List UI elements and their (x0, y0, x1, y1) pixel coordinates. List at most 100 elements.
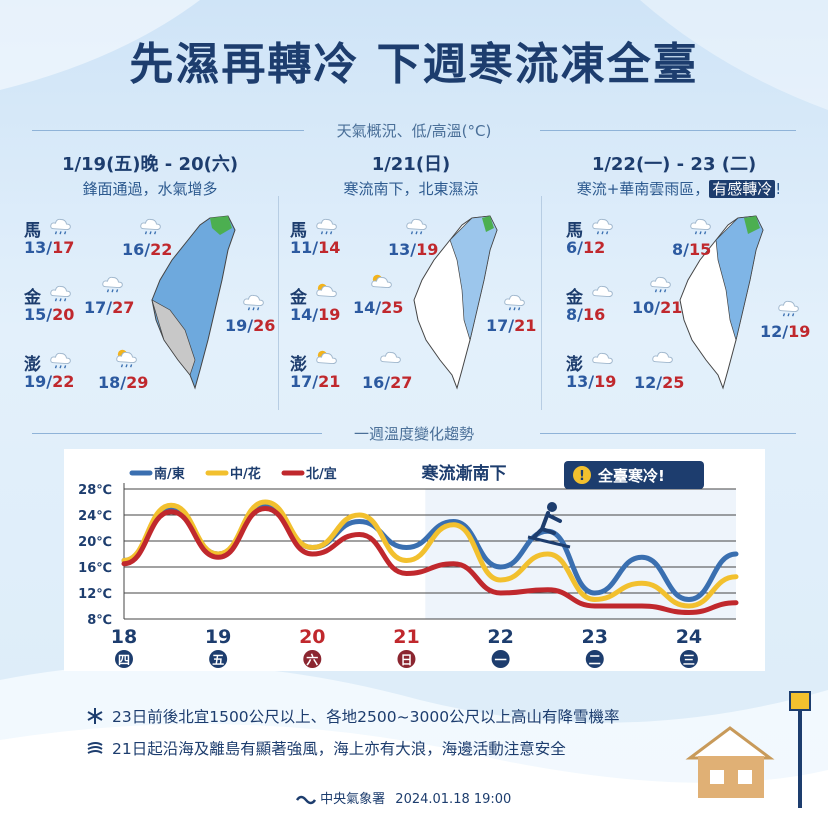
agency-name: 中央氣象署 (320, 792, 386, 807)
rain-icon (406, 218, 427, 235)
house-illustration (680, 691, 811, 808)
section-label-overview: 天氣概況、低/高溫(°C) (336, 122, 492, 140)
low-temp: 6 (566, 238, 578, 257)
island-temp: 澎 13/19 (566, 350, 616, 391)
temperature-range: 17/21 (290, 372, 340, 391)
slash: / (120, 373, 127, 392)
rain-icon (243, 294, 264, 311)
x-tick-label: 21 (393, 626, 419, 648)
rain-icon (650, 276, 671, 293)
cloud-icon (652, 351, 673, 364)
section-divider (32, 433, 322, 434)
island-temp: 馬 6/12 (566, 216, 613, 257)
slash: / (375, 298, 382, 317)
cloud-icon (380, 351, 401, 364)
slash: / (312, 305, 319, 324)
y-tick-label: 16℃ (78, 561, 112, 576)
island-temp: 馬 13/17 (24, 216, 74, 257)
slash: / (46, 238, 53, 257)
slash: / (384, 373, 391, 392)
y-tick-label: 12℃ (78, 587, 112, 602)
note-item: 23日前後北宜1500公尺以上、各地2500~3000公尺以上高山有降雪機率 (86, 705, 786, 733)
temperature-range: 13/17 (24, 238, 74, 257)
alert-badge (564, 461, 704, 489)
x-tick-label: 18 (111, 626, 137, 648)
snowflake-icon (87, 708, 103, 724)
slash: / (106, 298, 113, 317)
high-temp: 27 (112, 298, 135, 317)
low-temp: 17 (486, 316, 509, 335)
x-tick-label: 23 (582, 626, 608, 648)
section-label-trend: 一週溫度變化趨勢 (353, 425, 474, 443)
panel-subtitle: 寒流南下，北東濕涼 (343, 180, 479, 198)
cloud-icon (592, 352, 613, 365)
high-temp: 19 (788, 322, 811, 341)
low-temp: 15 (24, 305, 47, 324)
island-temp: 金 14/19 (290, 283, 340, 324)
footer-datetime: 2024.01.18 19:00 (395, 792, 512, 807)
panel-divider (541, 196, 542, 410)
rain-icon (50, 285, 71, 302)
island-temp: 馬 11/14 (290, 216, 340, 257)
subtitle-exclaim: ! (775, 180, 782, 198)
low-temp: 13 (388, 240, 411, 259)
high-temp: 25 (662, 373, 685, 392)
weekday-label: 二 (589, 653, 601, 667)
wind-icon (87, 742, 103, 754)
high-temp: 17 (52, 238, 75, 257)
x-tick-label: 24 (676, 626, 702, 648)
weekday-label: 五 (212, 653, 224, 667)
slash: / (654, 298, 661, 317)
temperature-range: 12/19 (760, 322, 810, 341)
taiwan-map (413, 215, 498, 390)
taiwan-map (151, 215, 236, 390)
sun-cloud-icon (316, 283, 337, 298)
trend-chart: 28℃ 24℃ 20℃ 16℃ 12℃ 8℃ 18 四 19 五 20 六 21 日 22 一 23 二 24 三 南/… (64, 449, 765, 671)
weekday-badge (585, 650, 604, 668)
slash: / (683, 240, 689, 259)
low-temp: 8 (672, 240, 684, 259)
panel-title: 1/21(日) (371, 154, 451, 175)
panel-title: 1/19(五)晚 - 20(六) (61, 154, 239, 175)
weekday-label: 六 (306, 652, 318, 667)
section-divider (32, 130, 304, 131)
low-temp: 13 (566, 372, 589, 391)
high-temp: 22 (150, 240, 173, 259)
island-name: 澎 (24, 355, 41, 375)
high-temp: 26 (253, 316, 276, 335)
chart-title: 寒流漸南下 (422, 463, 507, 484)
high-temp: 29 (126, 373, 149, 392)
slash: / (577, 305, 583, 324)
high-temp: 21 (514, 316, 537, 335)
footer: 中央氣象署 2024.01.18 19:00 (295, 788, 556, 807)
y-tick-label: 20℃ (78, 535, 112, 550)
temperature-range: 14/25 (353, 298, 403, 317)
temperature-range: 6/12 (566, 238, 605, 257)
low-temp: 16 (122, 240, 145, 259)
slash: / (782, 322, 789, 341)
high-temp: 19 (318, 305, 341, 324)
rain-icon (778, 300, 799, 317)
temperature-range: 8/15 (672, 240, 711, 259)
weekday-badge (115, 650, 133, 668)
low-temp: 17 (290, 372, 313, 391)
temperature-range: 8/16 (566, 305, 605, 324)
rain-icon (690, 218, 711, 235)
page-title: 先濕再轉冷 下週寒流凍全臺 (129, 39, 699, 90)
slash: / (312, 372, 319, 391)
panel-subtitle: 寒流+華南雲雨區， 有感轉冷! (544, 178, 814, 199)
y-tick-label: 8℃ (87, 613, 112, 628)
slash: / (508, 316, 515, 335)
agency-logo-icon (295, 795, 317, 804)
high-temp: 22 (52, 372, 75, 391)
panel-day3: 1/22(一) - 23 (二) 寒流+華南雲雨區， 有感轉冷! (544, 150, 814, 415)
temperature-range: 14/19 (290, 305, 340, 324)
sun-cloud-icon (316, 350, 337, 365)
panel-title: 1/22(一) - 23 (二) (591, 154, 757, 175)
x-tick-label: 22 (487, 626, 513, 648)
high-temp: 21 (660, 298, 683, 317)
temperature-range: 18/29 (98, 373, 148, 392)
x-tick-label: 19 (205, 626, 231, 648)
note-text: 23日前後北宜1500公尺以上、各地2500~3000公尺以上高山有降雪機率 (112, 708, 620, 726)
